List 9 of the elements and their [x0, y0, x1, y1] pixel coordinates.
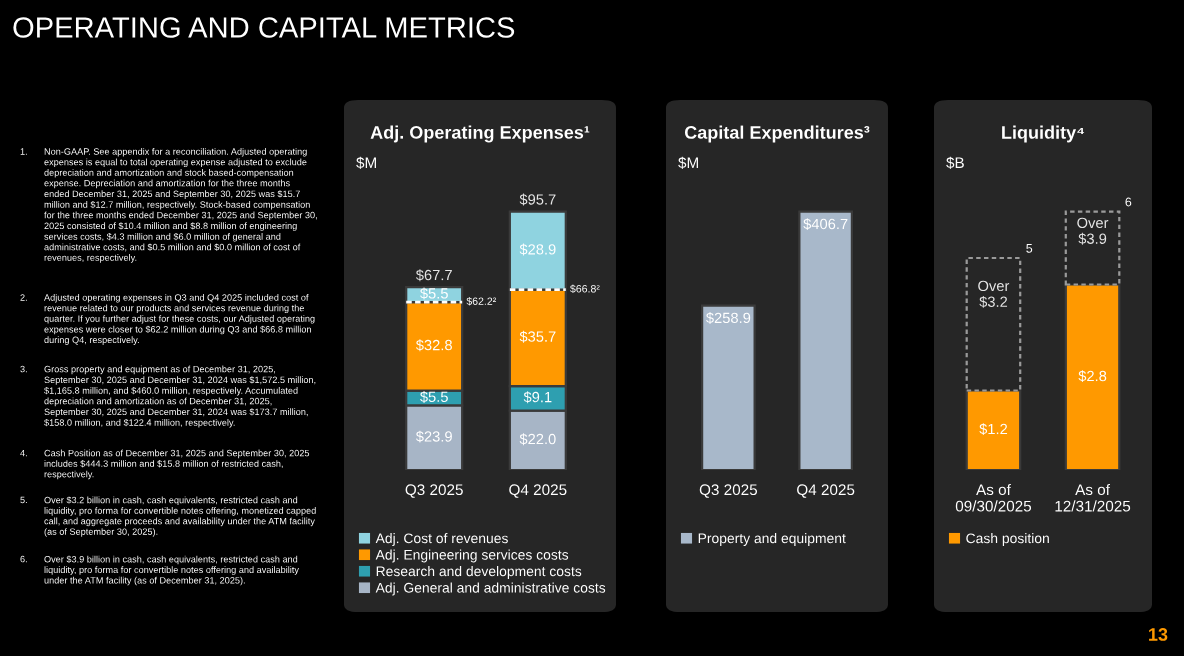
bar: [1064, 283, 1121, 470]
text: OPERATING AND CAPITAL METRICS: [13, 17, 515, 38]
bar: [965, 389, 1022, 470]
bar: [965, 256, 1022, 392]
chart-title: Capital Expenditures³: [684, 125, 870, 143]
text: 13: [1149, 628, 1168, 641]
bar: [1064, 210, 1121, 286]
chart-title: Adj. Operating Expenses¹: [370, 125, 590, 143]
chart-title: Liquidity⁴: [1002, 125, 1085, 143]
